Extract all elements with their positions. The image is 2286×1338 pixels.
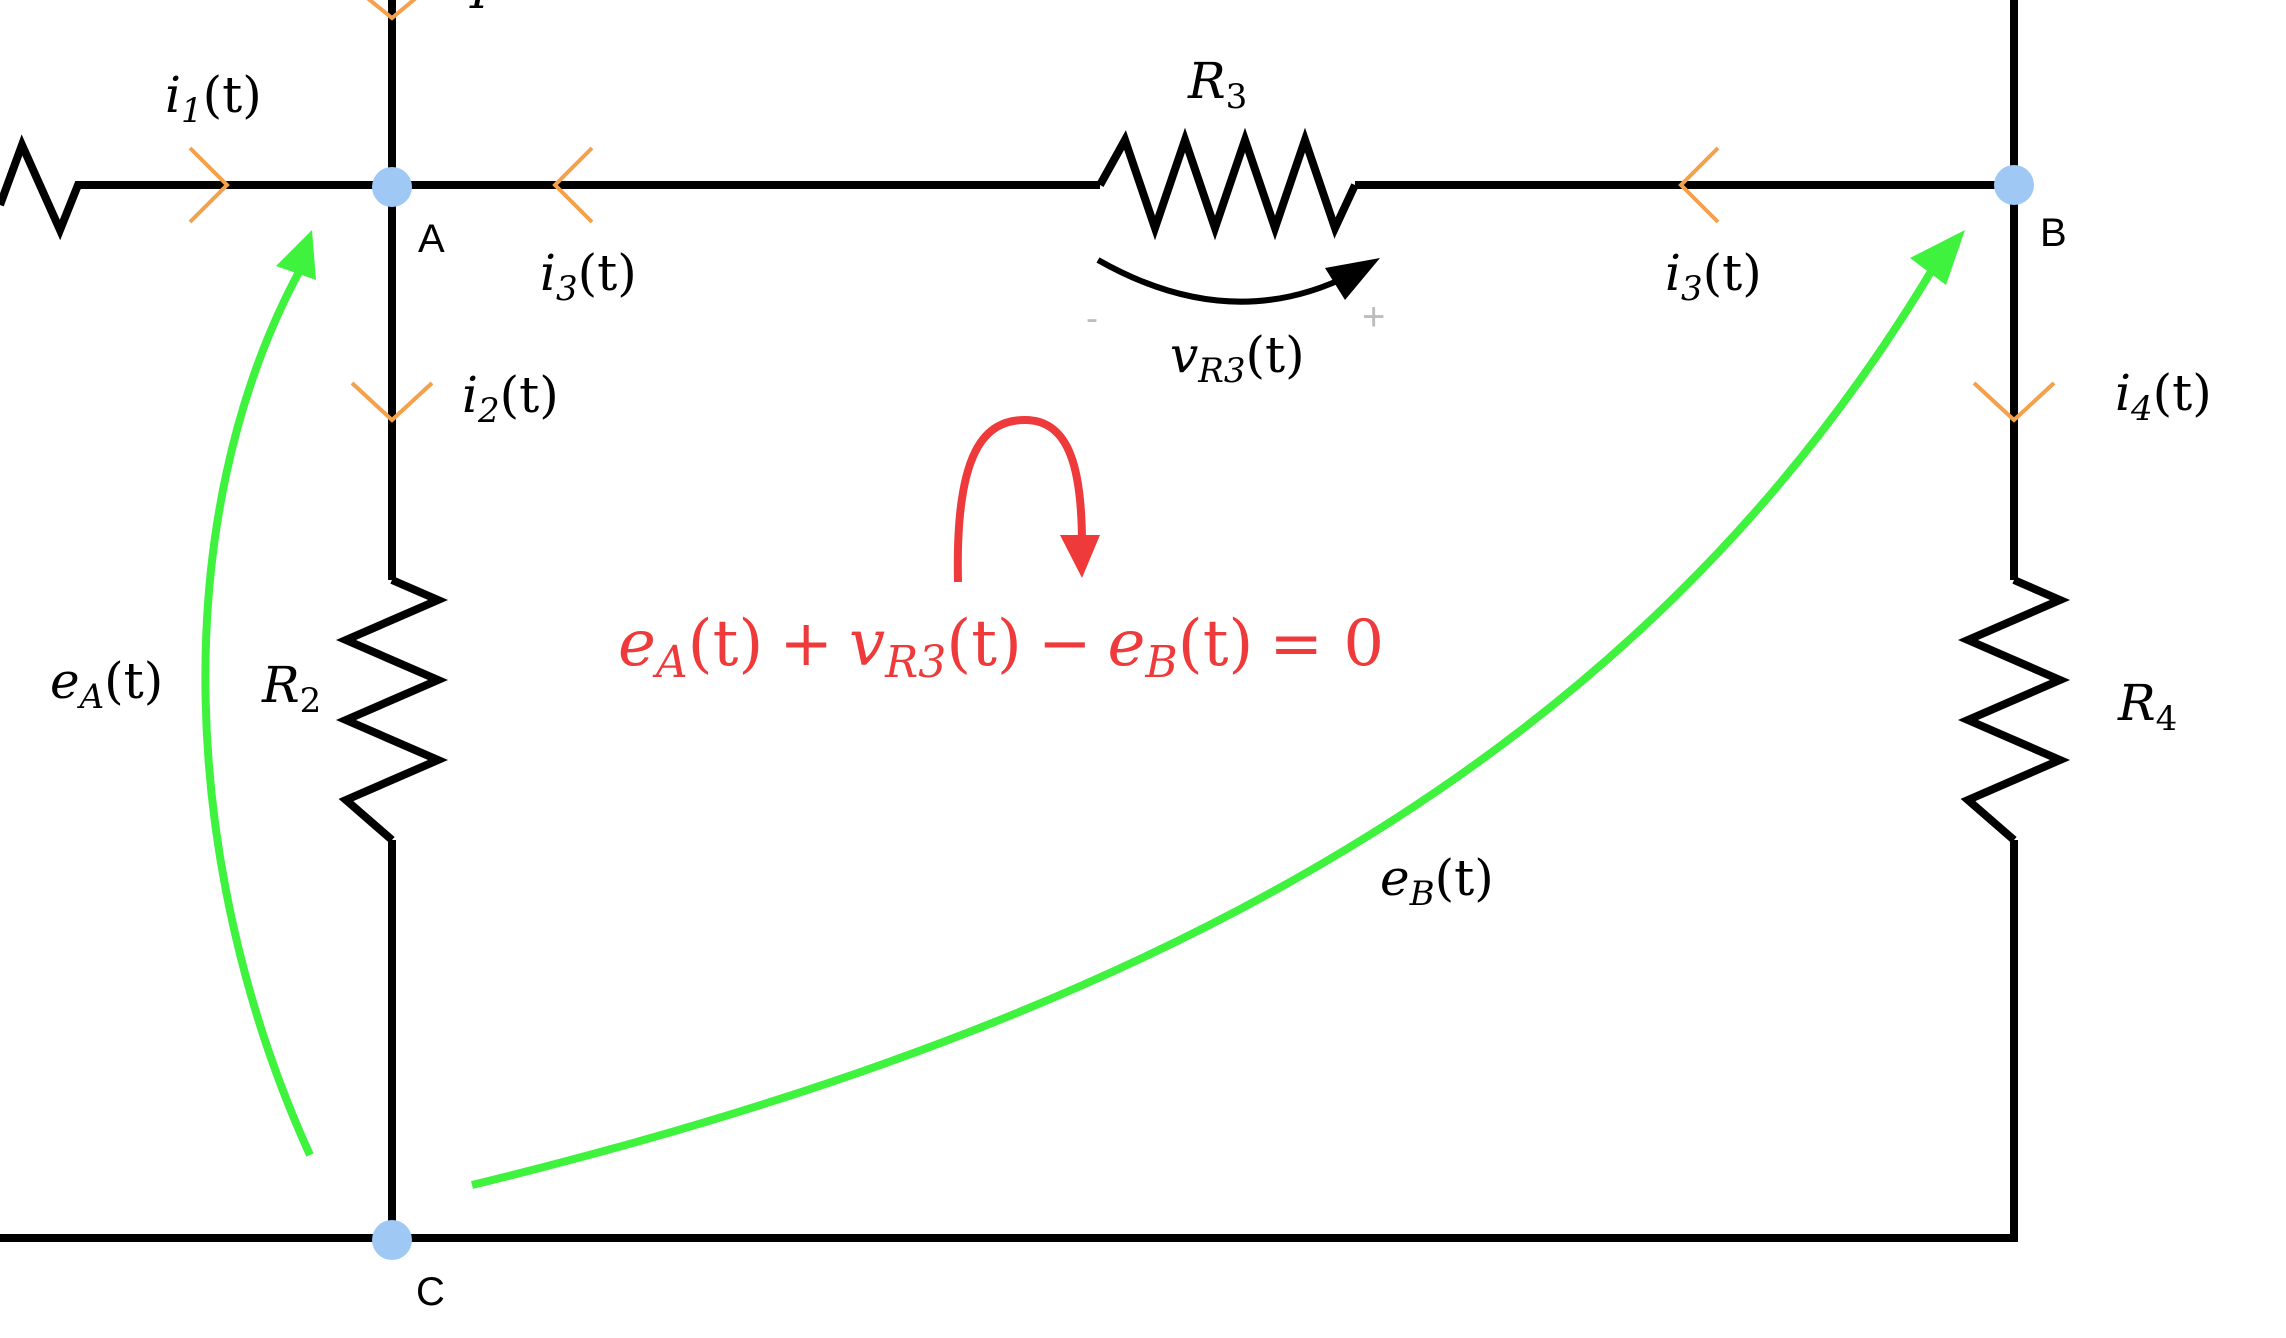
node-c <box>372 1220 412 1260</box>
polarity-plus: + <box>1362 295 1385 339</box>
label-vr3: vR3(t) <box>1170 326 1305 391</box>
label-r2: R2 <box>261 656 321 721</box>
eb-arrowhead <box>1910 230 1965 285</box>
label-eb: eB(t) <box>1380 849 1494 914</box>
vr3-arrowhead <box>1325 258 1380 300</box>
kvl-loop-arc <box>953 415 1086 583</box>
ea-arrowhead <box>276 230 316 280</box>
vr3-arc <box>1096 257 1352 305</box>
node-label-a: A <box>418 217 445 261</box>
resistor-r4 <box>1957 576 2071 844</box>
current-arrow-i3-left <box>552 146 594 224</box>
label-r4: R4 <box>2117 674 2177 739</box>
current-markers <box>188 0 2056 423</box>
resistor-r2 <box>335 576 449 844</box>
resistor-r3 <box>1096 127 1359 241</box>
eb-arc <box>471 262 1939 1189</box>
kvl-loop-arrowhead <box>1060 535 1100 578</box>
wires <box>0 0 2071 1242</box>
label-i1: i1(t) <box>165 66 262 131</box>
label-i3-right: i3(t) <box>1665 244 1762 309</box>
current-arrow-i4 <box>1972 381 2056 423</box>
label-i2: i2(t) <box>462 366 559 431</box>
label-r3: R3 <box>1187 52 1247 117</box>
current-arrow-i3-right <box>1678 146 1720 224</box>
node-label-c: C <box>416 1270 445 1314</box>
ea-arc <box>201 268 314 1157</box>
vr3-arrow <box>1096 257 1380 305</box>
node-label-b: B <box>2040 211 2067 255</box>
node-a <box>372 167 412 207</box>
kvl-equation: eA(t) + vR3(t) − eB(t) = 0 <box>618 607 1384 688</box>
polarity-minus: - <box>1086 297 1098 338</box>
resistor-r1-partial <box>0 134 390 241</box>
current-arrow-i2 <box>350 381 434 423</box>
top-partial-label: I <box>469 0 490 20</box>
potential-arcs <box>201 230 1965 1189</box>
wire-r4-to-bottom <box>392 840 2018 1242</box>
current-arrow-i1 <box>188 146 230 224</box>
kvl-loop-arrow <box>953 415 1100 583</box>
label-i4: i4(t) <box>2115 364 2212 429</box>
current-arrow-top-left <box>366 0 417 21</box>
label-i3-left: i3(t) <box>540 244 637 309</box>
label-ea: eA(t) <box>50 652 163 717</box>
node-b <box>1994 165 2034 205</box>
